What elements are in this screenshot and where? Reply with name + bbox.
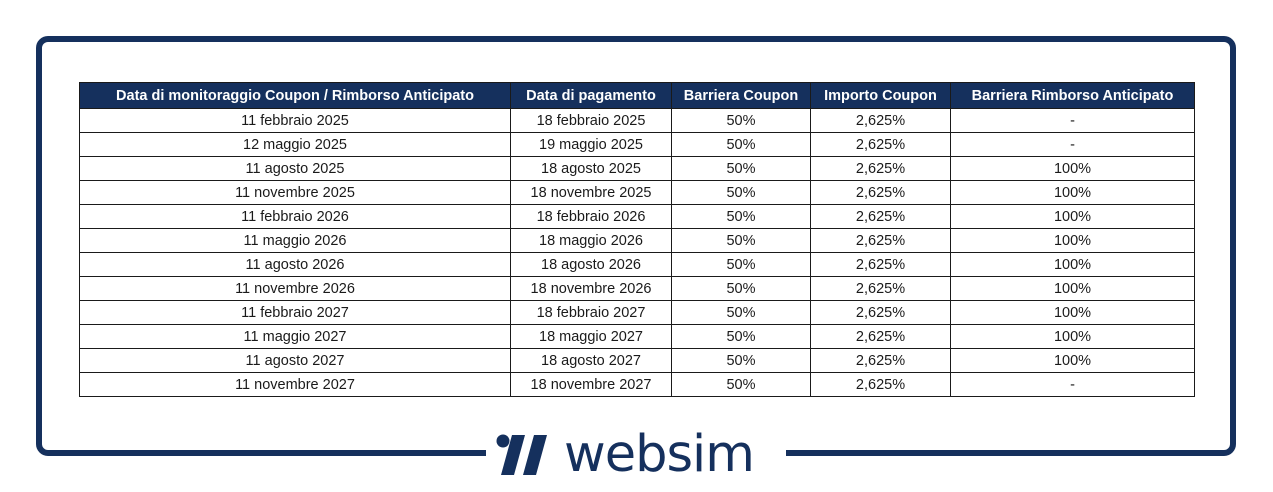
early-redemption-barrier-cell: -	[950, 132, 1195, 157]
table-body: 11 febbraio 2025 18 febbraio 2025 50% 2,625…	[79, 108, 1195, 397]
early-redemption-barrier-cell: 100%	[950, 276, 1195, 301]
table-row: 11 febbraio 2026 18 febbraio 2026 50% 2,625…	[79, 204, 1195, 229]
table-row: 11 novembre 2025 18 novembre 2025 50% 2,625…	[79, 180, 1195, 205]
table-row: 11 novembre 2026 18 novembre 2026 50% 2,625…	[79, 276, 1195, 301]
monitoring-date-cell: 11 novembre 2026	[79, 276, 511, 301]
payment-date-cell: 18 agosto 2027	[510, 348, 672, 373]
coupon-barrier-cell: 50%	[671, 324, 811, 349]
coupon-barrier-cell: 50%	[671, 108, 811, 133]
table-row: 11 febbraio 2025 18 febbraio 2025 50% 2,625…	[79, 108, 1195, 133]
coupon-schedule-table: Data di monitoraggio Coupon / Rimborso A…	[79, 82, 1195, 397]
coupon-amount-cell: 2,625%	[810, 204, 951, 229]
coupon-amount-cell: 2,625%	[810, 276, 951, 301]
coupon-amount-cell: 2,625%	[810, 324, 951, 349]
monitoring-date-cell: 11 febbraio 2026	[79, 204, 511, 229]
payment-date-cell: 18 maggio 2026	[510, 228, 672, 253]
payment-date-cell: 18 agosto 2026	[510, 252, 672, 277]
header-coupon-barrier: Barriera Coupon	[671, 82, 811, 109]
coupon-amount-cell: 2,625%	[810, 132, 951, 157]
monitoring-date-cell: 11 agosto 2027	[79, 348, 511, 373]
coupon-amount-cell: 2,625%	[810, 156, 951, 181]
coupon-barrier-cell: 50%	[671, 156, 811, 181]
early-redemption-barrier-cell: -	[950, 108, 1195, 133]
header-early-redemption-barrier: Barriera Rimborso Anticipato	[950, 82, 1195, 109]
table-row: 11 maggio 2027 18 maggio 2027 50% 2,625% 100…	[79, 324, 1195, 349]
table-header-row: Data di monitoraggio Coupon / Rimborso A…	[79, 82, 1195, 109]
payment-date-cell: 18 agosto 2025	[510, 156, 672, 181]
table-row: 11 novembre 2027 18 novembre 2027 50% 2,625…	[79, 372, 1195, 397]
payment-date-cell: 18 maggio 2027	[510, 324, 672, 349]
payment-date-cell: 18 febbraio 2025	[510, 108, 672, 133]
table-row: 12 maggio 2025 19 maggio 2025 50% 2,625% -	[79, 132, 1195, 157]
logo-wordmark: websim	[564, 424, 755, 484]
monitoring-date-cell: 12 maggio 2025	[79, 132, 511, 157]
coupon-amount-cell: 2,625%	[810, 180, 951, 205]
payment-date-cell: 18 novembre 2026	[510, 276, 672, 301]
early-redemption-barrier-cell: 100%	[950, 228, 1195, 253]
table-row: 11 febbraio 2027 18 febbraio 2027 50% 2,625…	[79, 300, 1195, 325]
payment-date-cell: 18 febbraio 2027	[510, 300, 672, 325]
coupon-amount-cell: 2,625%	[810, 228, 951, 253]
websim-logo: websim	[494, 423, 784, 485]
monitoring-date-cell: 11 novembre 2025	[79, 180, 511, 205]
early-redemption-barrier-cell: 100%	[950, 180, 1195, 205]
monitoring-date-cell: 11 novembre 2027	[79, 372, 511, 397]
early-redemption-barrier-cell: -	[950, 372, 1195, 397]
header-monitoring-date: Data di monitoraggio Coupon / Rimborso A…	[79, 82, 511, 109]
early-redemption-barrier-cell: 100%	[950, 204, 1195, 229]
websim-logo-mark-icon	[496, 434, 547, 475]
early-redemption-barrier-cell: 100%	[950, 324, 1195, 349]
coupon-barrier-cell: 50%	[671, 348, 811, 373]
table-row: 11 maggio 2026 18 maggio 2026 50% 2,625% 100…	[79, 228, 1195, 253]
monitoring-date-cell: 11 febbraio 2027	[79, 300, 511, 325]
monitoring-date-cell: 11 maggio 2027	[79, 324, 511, 349]
monitoring-date-cell: 11 agosto 2026	[79, 252, 511, 277]
coupon-amount-cell: 2,625%	[810, 300, 951, 325]
payment-date-cell: 19 maggio 2025	[510, 132, 672, 157]
coupon-barrier-cell: 50%	[671, 180, 811, 205]
monitoring-date-cell: 11 maggio 2026	[79, 228, 511, 253]
early-redemption-barrier-cell: 100%	[950, 156, 1195, 181]
monitoring-date-cell: 11 agosto 2025	[79, 156, 511, 181]
table-row: 11 agosto 2026 18 agosto 2026 50% 2,625% 100…	[79, 252, 1195, 277]
monitoring-date-cell: 11 febbraio 2025	[79, 108, 511, 133]
coupon-barrier-cell: 50%	[671, 372, 811, 397]
coupon-barrier-cell: 50%	[671, 276, 811, 301]
payment-date-cell: 18 novembre 2025	[510, 180, 672, 205]
coupon-barrier-cell: 50%	[671, 132, 811, 157]
coupon-barrier-cell: 50%	[671, 204, 811, 229]
coupon-barrier-cell: 50%	[671, 300, 811, 325]
coupon-amount-cell: 2,625%	[810, 372, 951, 397]
early-redemption-barrier-cell: 100%	[950, 348, 1195, 373]
coupon-barrier-cell: 50%	[671, 228, 811, 253]
early-redemption-barrier-cell: 100%	[950, 252, 1195, 277]
coupon-barrier-cell: 50%	[671, 252, 811, 277]
early-redemption-barrier-cell: 100%	[950, 300, 1195, 325]
payment-date-cell: 18 febbraio 2026	[510, 204, 672, 229]
header-coupon-amount: Importo Coupon	[810, 82, 951, 109]
coupon-amount-cell: 2,625%	[810, 348, 951, 373]
payment-date-cell: 18 novembre 2027	[510, 372, 672, 397]
coupon-amount-cell: 2,625%	[810, 252, 951, 277]
coupon-amount-cell: 2,625%	[810, 108, 951, 133]
table-row: 11 agosto 2027 18 agosto 2027 50% 2,625% 100…	[79, 348, 1195, 373]
header-payment-date: Data di pagamento	[510, 82, 672, 109]
table-row: 11 agosto 2025 18 agosto 2025 50% 2,625% 100…	[79, 156, 1195, 181]
